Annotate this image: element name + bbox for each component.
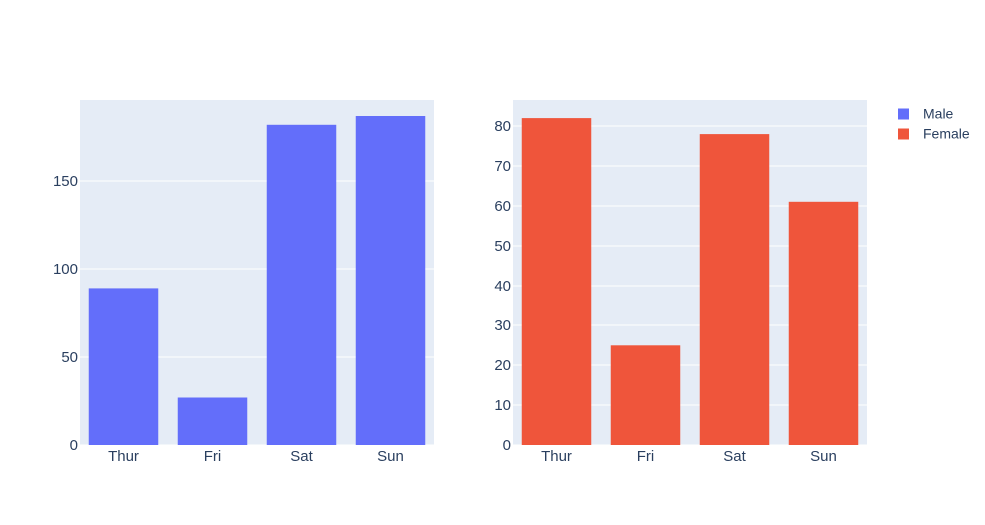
svg-text:Sun: Sun <box>810 448 837 465</box>
svg-text:Female: Female <box>923 126 970 142</box>
svg-text:0: 0 <box>70 437 78 454</box>
svg-text:Sat: Sat <box>290 448 313 465</box>
svg-text:Male: Male <box>923 106 954 122</box>
svg-text:Sun: Sun <box>377 448 404 465</box>
svg-text:40: 40 <box>494 278 511 295</box>
svg-text:100: 100 <box>53 261 78 278</box>
svg-text:Sat: Sat <box>723 448 746 465</box>
svg-text:Fri: Fri <box>204 448 222 465</box>
svg-text:30: 30 <box>494 317 511 334</box>
svg-text:70: 70 <box>494 158 511 175</box>
svg-text:Thur: Thur <box>541 448 572 465</box>
svg-text:0: 0 <box>503 437 511 454</box>
svg-text:80: 80 <box>494 118 511 135</box>
svg-text:Thur: Thur <box>108 448 139 465</box>
svg-text:50: 50 <box>61 349 78 366</box>
svg-text:Fri: Fri <box>637 448 655 465</box>
svg-text:60: 60 <box>494 198 511 215</box>
svg-text:10: 10 <box>494 397 511 414</box>
svg-text:150: 150 <box>53 173 78 190</box>
svg-text:50: 50 <box>494 238 511 255</box>
svg-text:20: 20 <box>494 357 511 374</box>
